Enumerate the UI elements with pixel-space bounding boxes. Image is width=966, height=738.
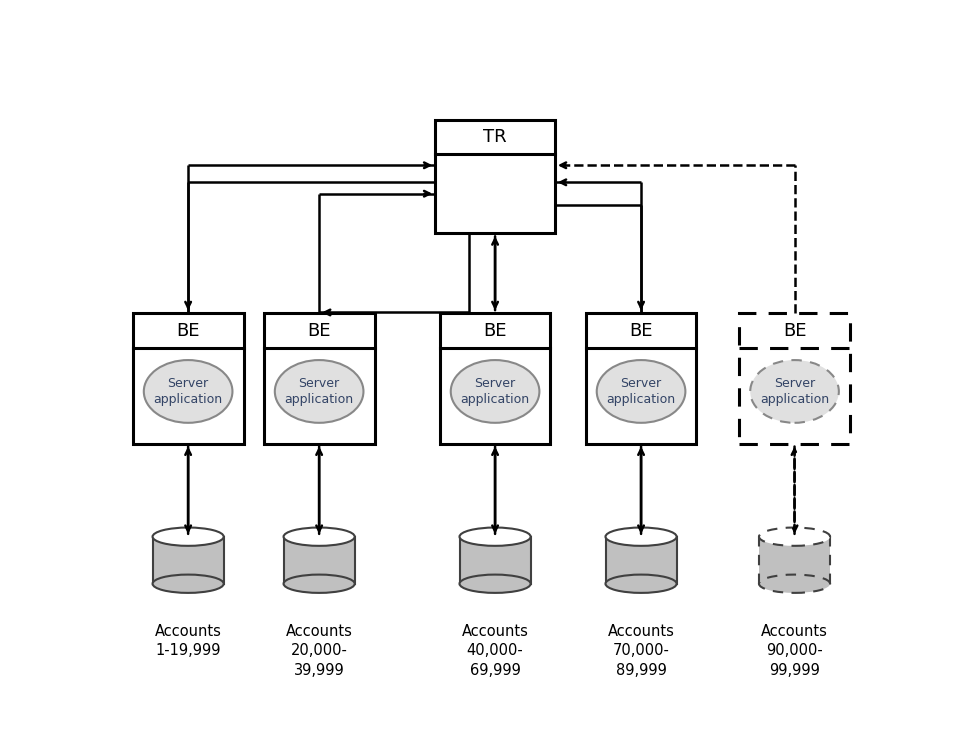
Text: BE: BE <box>629 322 653 339</box>
Text: BE: BE <box>782 322 807 339</box>
Ellipse shape <box>606 528 676 546</box>
Ellipse shape <box>451 360 539 423</box>
Bar <box>284 537 355 584</box>
Text: BE: BE <box>177 322 200 339</box>
Ellipse shape <box>284 528 355 546</box>
Bar <box>585 313 696 444</box>
Ellipse shape <box>144 360 233 423</box>
Text: Server
application: Server application <box>760 377 829 406</box>
Text: BE: BE <box>483 322 507 339</box>
Ellipse shape <box>759 528 830 546</box>
Text: Server
application: Server application <box>154 377 223 406</box>
Text: TR: TR <box>483 128 507 146</box>
Bar <box>132 313 243 444</box>
Text: Accounts
70,000-
89,999: Accounts 70,000- 89,999 <box>608 624 674 677</box>
Text: Accounts
90,000-
99,999: Accounts 90,000- 99,999 <box>761 624 828 677</box>
Text: Accounts
1-19,999: Accounts 1-19,999 <box>155 624 221 658</box>
Text: Accounts
20,000-
39,999: Accounts 20,000- 39,999 <box>286 624 353 677</box>
Bar <box>435 120 554 233</box>
Bar <box>460 537 530 584</box>
Text: Server
application: Server application <box>461 377 529 406</box>
Bar <box>759 537 830 584</box>
Bar <box>739 313 850 444</box>
Ellipse shape <box>597 360 686 423</box>
Ellipse shape <box>460 528 530 546</box>
Ellipse shape <box>284 575 355 593</box>
Ellipse shape <box>153 528 224 546</box>
Text: BE: BE <box>307 322 331 339</box>
Bar <box>264 313 375 444</box>
Ellipse shape <box>759 575 830 593</box>
Ellipse shape <box>460 575 530 593</box>
Ellipse shape <box>606 575 676 593</box>
Ellipse shape <box>274 360 363 423</box>
Ellipse shape <box>751 360 838 423</box>
Bar <box>153 537 224 584</box>
Text: Server
application: Server application <box>607 377 675 406</box>
Text: Server
application: Server application <box>285 377 354 406</box>
Ellipse shape <box>153 575 224 593</box>
Bar <box>440 313 551 444</box>
Text: Accounts
40,000-
69,999: Accounts 40,000- 69,999 <box>462 624 528 677</box>
Bar <box>606 537 676 584</box>
